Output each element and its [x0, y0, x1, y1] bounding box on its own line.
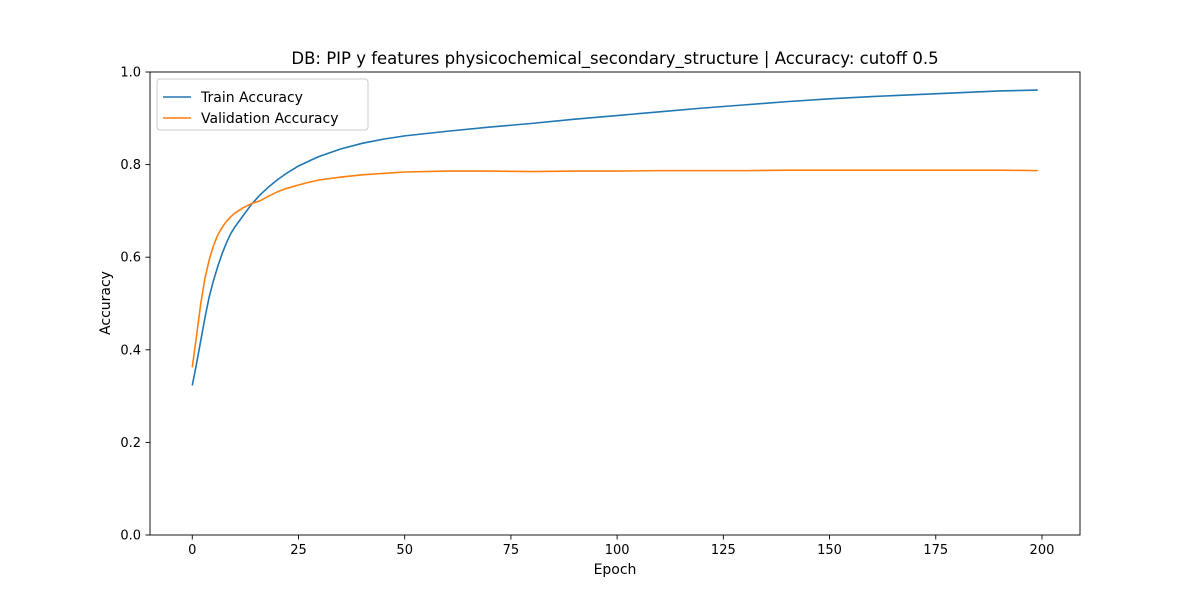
- chart-title: DB: PIP y features physicochemical_secon…: [291, 49, 938, 69]
- x-tick-label: 75: [503, 543, 520, 558]
- x-tick-label: 200: [1030, 543, 1055, 558]
- legend-label: Validation Accuracy: [201, 111, 339, 127]
- legend-label: Train Accuracy: [200, 90, 303, 106]
- x-tick-label: 50: [396, 543, 413, 558]
- plot-frame: [149, 71, 1081, 536]
- x-tick-label: 150: [817, 543, 842, 558]
- y-tick-label: 0.4: [120, 343, 141, 358]
- y-tick-label: 0.6: [120, 251, 141, 266]
- y-tick-label: 0.0: [120, 529, 141, 544]
- x-tick-label: 25: [290, 543, 307, 558]
- y-axis-label: Accuracy: [98, 271, 114, 335]
- series-line-train-accuracy: [191, 89, 1038, 386]
- x-tick-label: 100: [605, 543, 630, 558]
- y-tick-label: 0.8: [120, 158, 141, 173]
- x-tick-label: 175: [923, 543, 948, 558]
- plot-area: 0 25 50 75 100 125 150 175 200 0.0 0.2 0.4 0.6 0.8 1.0…: [120, 66, 1081, 558]
- x-tick-label: 0: [188, 543, 196, 558]
- x-tick-label: 125: [711, 543, 736, 558]
- y-tick-label: 1.0: [120, 66, 141, 81]
- legend-box: [156, 78, 369, 131]
- y-tick-label: 0.2: [120, 436, 141, 451]
- x-axis-label: Epoch: [594, 562, 637, 578]
- series-line-validation-accuracy: [191, 169, 1038, 368]
